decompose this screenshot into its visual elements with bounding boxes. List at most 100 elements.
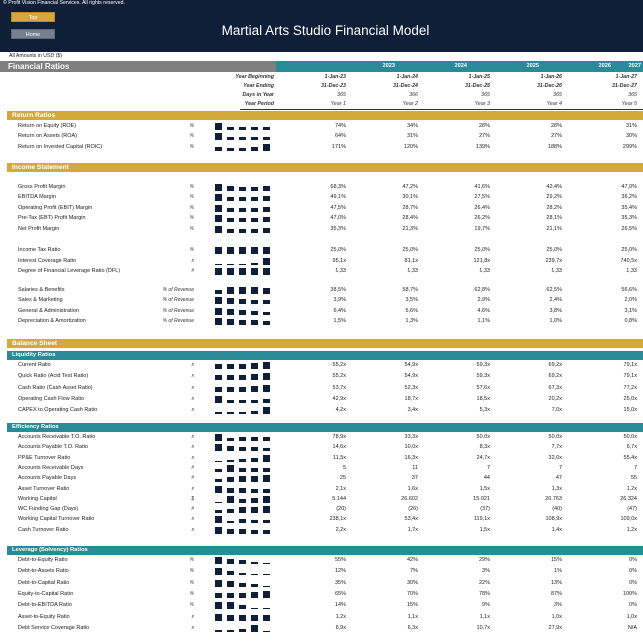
row-value: 29% xyxy=(478,557,490,563)
row-value: 11 xyxy=(412,464,418,471)
home-button[interactable]: Home xyxy=(11,29,55,39)
row-value: 57,6x xyxy=(476,384,490,391)
sparkline-bar xyxy=(215,629,222,632)
meta-value: Year 5 xyxy=(621,101,637,107)
sparkline-bar xyxy=(251,574,258,576)
sparkline-bar xyxy=(239,247,246,254)
row-value: 7,0x xyxy=(551,407,562,414)
meta-label: Year Ending xyxy=(243,83,274,89)
sparkline-bar xyxy=(263,186,270,191)
sparkline-bar xyxy=(239,287,246,294)
row-label: Accounts Payable T.O. Ratio xyxy=(18,444,88,451)
row-unit: # xyxy=(191,464,194,471)
row-value: 27% xyxy=(550,133,562,140)
row-value: 18,7x xyxy=(404,395,418,402)
sparkline xyxy=(215,406,275,415)
row-unit: % of Revenue xyxy=(162,297,194,304)
sparkline-bar xyxy=(239,519,246,524)
row-value: 7,7x xyxy=(551,444,562,451)
meta-value: 365 xyxy=(553,92,562,98)
sparkline xyxy=(215,454,275,463)
sparkline-bar xyxy=(263,311,270,315)
meta-row: Year Beginning 1-Jan-23 1-Jan-24 1-Jan-25 1-… xyxy=(0,73,643,81)
sparkline-bar xyxy=(239,628,246,632)
row-value: 16,3x xyxy=(404,454,418,461)
year-2023: 2023 xyxy=(382,63,395,69)
sparkline-bar xyxy=(215,386,222,392)
meta-value: 1-Jan-26 xyxy=(540,74,563,80)
row-value: 70% xyxy=(406,590,418,597)
sparkline xyxy=(215,433,275,442)
row-value: 95,1x xyxy=(332,257,346,264)
row-value: 25,0x xyxy=(623,395,637,402)
sparkline-bar xyxy=(251,127,258,130)
table-row: PP&E Turnover Ratio x 11,5x 16,3x 24,7x 32,0x… xyxy=(0,454,643,463)
year-header-band xyxy=(276,61,643,72)
sparkline-bar xyxy=(215,444,222,452)
sparkline-bar xyxy=(251,385,258,392)
table-header: Financial Ratios 2023 2024 2025 2026 202… xyxy=(0,61,643,72)
row-label: Working Capital Turnover Ratio xyxy=(18,516,95,523)
row-value: 1,0x xyxy=(626,613,637,620)
row-value: 11,5x xyxy=(332,454,346,461)
section-balance-sheet: Balance Sheet xyxy=(7,339,643,348)
row-value: 3% xyxy=(554,602,562,609)
table-row: Accounts Receivable Days #5 11 7 7 7 xyxy=(0,464,643,473)
sparkline-bar xyxy=(215,194,222,202)
sparkline-bar xyxy=(239,476,246,483)
row-label: Operating Cash Flow Ratio xyxy=(18,395,85,402)
sparkline-bar xyxy=(263,206,270,212)
row-value: 78% xyxy=(478,590,490,597)
row-value: 0,8% xyxy=(624,318,637,325)
row-unit: % xyxy=(189,143,194,150)
row-value: 25,0% xyxy=(546,247,562,253)
sparkline-bar xyxy=(251,197,258,202)
sparkline-bar xyxy=(239,487,246,493)
row-value: 47,0% xyxy=(621,184,637,190)
meta-value: 1-Jan-23 xyxy=(324,74,347,80)
sparkline-bar xyxy=(215,225,222,233)
row-value: 24,7x xyxy=(476,454,490,461)
sparkline-bar xyxy=(239,320,246,326)
row-value: (37) xyxy=(480,506,490,513)
table-row: Cash Turnover Ratio x 2,2x 1,7x 1,5x 1,4x 1,2x xyxy=(0,526,643,535)
sparkline-bar xyxy=(251,488,258,493)
row-value: 3,4x xyxy=(407,407,418,414)
row-unit: % of Revenue xyxy=(162,307,194,314)
sparkline-bar xyxy=(239,437,246,441)
row-value: 120% xyxy=(403,143,418,150)
row-value: 21,3% xyxy=(402,225,418,232)
row-value: 2,4% xyxy=(549,297,562,304)
table-row: Return on Assets (ROA)% 64% 31% 27% 27% 30% xyxy=(0,132,643,141)
row-value: 79,1x xyxy=(623,362,637,368)
meta-label: Year Period xyxy=(244,101,274,107)
section-income-statement: Income Statement xyxy=(7,163,643,172)
row-value: 28% xyxy=(478,123,490,129)
row-unit: x xyxy=(191,407,195,414)
sparkline-bar xyxy=(263,373,270,381)
table-row: Debt-to-Equity Ratio% 55% 42% 29% 15% 0% xyxy=(0,556,643,565)
sparkline-bar xyxy=(227,571,234,576)
row-value: 121,8x xyxy=(473,257,490,264)
row-unit: x xyxy=(191,257,195,264)
row-unit: % of Revenue xyxy=(162,318,194,325)
sparkline-bar xyxy=(215,146,222,151)
top-button[interactable]: Top xyxy=(11,12,55,22)
row-value: 69,2x xyxy=(548,362,562,368)
sparkline-bar xyxy=(239,528,246,534)
row-unit: # xyxy=(191,506,194,513)
subsection-liquidity: Liquidity Ratios xyxy=(7,351,643,360)
sparkline-bar xyxy=(239,299,246,305)
sparkline xyxy=(215,296,275,305)
sparkline-bar xyxy=(239,364,246,369)
sparkline-bar xyxy=(263,475,270,483)
sparkline-bar xyxy=(215,479,222,483)
row-value: 26,5% xyxy=(621,225,637,232)
row-label: General & Administration xyxy=(18,307,79,314)
subsection-efficiency: Efficiency Ratios xyxy=(7,423,643,432)
row-value: (26) xyxy=(408,506,418,513)
sparkline-bar xyxy=(263,563,270,564)
row-value: 78,9x xyxy=(332,434,346,440)
row-value: 1,7x xyxy=(407,526,418,533)
sparkline-bar xyxy=(215,468,222,472)
